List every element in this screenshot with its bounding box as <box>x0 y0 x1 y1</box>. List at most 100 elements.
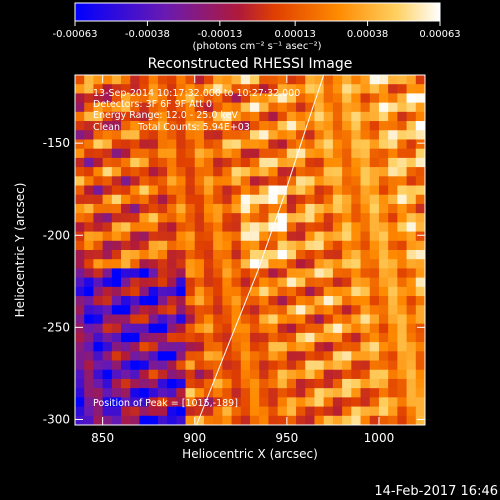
heatmap-cell <box>139 296 150 306</box>
heatmap-cell <box>268 121 279 131</box>
heatmap-cell <box>75 102 85 113</box>
heatmap-cell <box>240 93 251 104</box>
heatmap-cell <box>397 148 408 159</box>
heatmap-cell <box>415 240 425 251</box>
heatmap-cell <box>148 75 159 85</box>
heatmap-cell <box>75 305 85 316</box>
heatmap-cell <box>213 369 223 380</box>
heatmap-cell <box>378 231 389 242</box>
heatmap-cell <box>231 102 242 113</box>
heatmap-cell <box>194 268 205 279</box>
heatmap-cell <box>231 213 242 223</box>
heatmap-cell <box>351 415 362 425</box>
heatmap-cell <box>84 203 95 214</box>
heatmap-cell <box>148 397 159 408</box>
heatmap-cell <box>406 314 417 325</box>
heatmap-cell <box>369 277 380 288</box>
heatmap-cell <box>75 369 85 380</box>
heatmap-cell <box>351 121 362 131</box>
heatmap-cell <box>388 323 398 334</box>
heatmap-cell <box>213 250 223 260</box>
heatmap-cell <box>93 84 104 95</box>
heatmap-cell <box>148 286 159 297</box>
heatmap-cell <box>167 397 177 408</box>
heatmap-cell <box>176 130 187 141</box>
heatmap-cell <box>93 397 104 408</box>
heatmap-cell <box>121 406 131 417</box>
heatmap-cell <box>406 139 417 150</box>
heatmap-cell <box>314 369 325 380</box>
heatmap-cell <box>351 213 362 223</box>
heatmap-cell <box>323 332 334 343</box>
heatmap-cell <box>305 222 316 233</box>
heatmap-cell <box>296 157 306 168</box>
heatmap-cell <box>268 342 279 352</box>
heatmap-cell <box>102 268 113 279</box>
heatmap-cell <box>360 332 371 343</box>
heatmap-cell <box>305 240 316 251</box>
heatmap-cell <box>406 268 417 279</box>
heatmap-cell <box>93 296 104 306</box>
heatmap-cell <box>378 157 389 168</box>
heatmap-cell <box>240 176 251 187</box>
heatmap-cell <box>268 148 279 159</box>
heatmap-cell <box>415 121 425 131</box>
heatmap-cell <box>203 250 214 260</box>
heatmap-cell <box>203 213 214 223</box>
heatmap-cell <box>121 259 131 270</box>
heatmap-cell <box>323 388 334 398</box>
heatmap-cell <box>296 268 306 279</box>
heatmap-cell <box>369 296 380 306</box>
heatmap-cell <box>397 296 408 306</box>
heatmap-cell <box>167 240 177 251</box>
heatmap-cell <box>388 259 398 270</box>
heatmap-cell <box>222 388 233 398</box>
heatmap-cell <box>121 342 131 352</box>
heatmap-cell <box>415 259 425 270</box>
heatmap-cell <box>185 157 196 168</box>
heatmap-cell <box>277 268 288 279</box>
heatmap-cell <box>277 259 288 270</box>
heatmap-cell <box>286 75 297 85</box>
heatmap-cell <box>415 342 425 352</box>
heatmap-cell <box>185 415 196 425</box>
heatmap-cell <box>84 397 95 408</box>
heatmap-cell <box>157 111 168 122</box>
heatmap-cell <box>148 296 159 306</box>
heatmap-cell <box>84 75 95 85</box>
heatmap-cell <box>102 84 113 95</box>
heatmap-cell <box>268 102 279 113</box>
heatmap-cell <box>84 157 95 168</box>
heatmap-cell <box>75 360 85 371</box>
heatmap-cell <box>75 203 85 214</box>
heatmap-cell <box>388 139 398 150</box>
heatmap-cell <box>203 397 214 408</box>
heatmap-cell <box>388 157 398 168</box>
heatmap-cell <box>360 157 371 168</box>
heatmap-cell <box>250 406 260 417</box>
heatmap-cell <box>332 250 343 260</box>
heatmap-cell <box>93 240 104 251</box>
heatmap-cell <box>332 378 343 389</box>
heatmap-cell <box>286 277 297 288</box>
heatmap-cell <box>378 397 389 408</box>
heatmap-cell <box>111 296 122 306</box>
heatmap-cell <box>342 130 352 141</box>
annotation-line: 13-Sep-2014 10:17:32.000 to 10:27:32.000 <box>93 88 300 99</box>
heatmap-cell <box>185 130 196 141</box>
heatmap-cell <box>130 167 141 177</box>
heatmap-cell <box>369 369 380 380</box>
heatmap-cell <box>102 388 113 398</box>
heatmap-cell <box>121 296 131 306</box>
heatmap-cell <box>231 176 242 187</box>
heatmap-cell <box>342 351 352 362</box>
heatmap-cell <box>351 314 362 325</box>
heatmap-cell <box>259 323 270 334</box>
heatmap-cell <box>213 194 223 205</box>
heatmap-cell <box>102 93 113 104</box>
heatmap-cell <box>286 185 297 196</box>
heatmap-cell <box>351 176 362 187</box>
heatmap-cell <box>157 360 168 371</box>
heatmap-cell <box>323 93 334 104</box>
heatmap-cell <box>167 222 177 233</box>
